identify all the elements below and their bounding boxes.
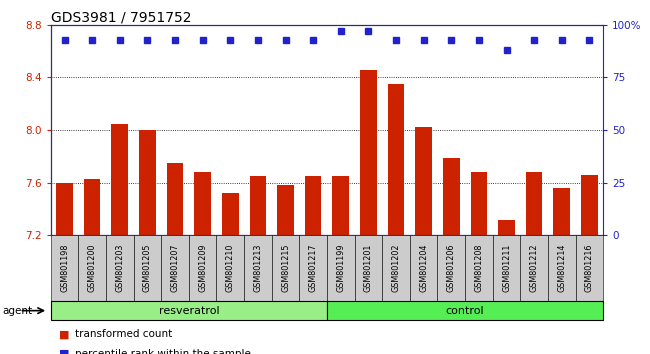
Text: GSM801209: GSM801209 [198, 244, 207, 292]
Text: GSM801208: GSM801208 [474, 244, 484, 292]
Text: GSM801215: GSM801215 [281, 244, 290, 292]
Bar [166, 163, 183, 354]
Text: GSM801205: GSM801205 [143, 244, 152, 292]
Text: GSM801201: GSM801201 [364, 244, 373, 292]
Text: resveratrol: resveratrol [159, 306, 219, 316]
Bar [57, 183, 73, 354]
Text: GSM801202: GSM801202 [391, 244, 400, 292]
Bar [498, 219, 515, 354]
Text: transformed count: transformed count [75, 329, 172, 339]
Text: control: control [446, 306, 484, 316]
Bar [222, 193, 239, 354]
Text: GSM801204: GSM801204 [419, 244, 428, 292]
Text: GSM801216: GSM801216 [585, 244, 594, 292]
Text: GSM801217: GSM801217 [309, 244, 318, 292]
Text: GSM801211: GSM801211 [502, 244, 511, 292]
Bar [443, 158, 460, 354]
Text: GSM801214: GSM801214 [557, 244, 566, 292]
Bar [553, 188, 570, 354]
Bar [250, 176, 266, 354]
Text: agent: agent [3, 306, 32, 316]
Text: GSM801207: GSM801207 [170, 244, 179, 292]
Text: GSM801206: GSM801206 [447, 244, 456, 292]
Text: ■: ■ [58, 329, 69, 339]
Bar [471, 172, 487, 354]
Text: GSM801210: GSM801210 [226, 244, 235, 292]
Bar [526, 172, 542, 354]
Text: GSM801198: GSM801198 [60, 244, 69, 292]
Text: ■: ■ [58, 349, 69, 354]
Text: percentile rank within the sample: percentile rank within the sample [75, 349, 251, 354]
Bar [581, 175, 598, 354]
Bar [277, 185, 294, 354]
Text: GSM801213: GSM801213 [254, 244, 263, 292]
Bar [305, 176, 321, 354]
Bar [360, 69, 376, 354]
Text: GDS3981 / 7951752: GDS3981 / 7951752 [51, 11, 191, 25]
Bar [112, 124, 128, 354]
Text: GSM801199: GSM801199 [336, 244, 345, 292]
Bar [194, 172, 211, 354]
Text: GSM801200: GSM801200 [88, 244, 97, 292]
Bar [415, 127, 432, 354]
Text: GSM801203: GSM801203 [115, 244, 124, 292]
Bar [387, 84, 404, 354]
Bar [332, 176, 349, 354]
Text: GSM801212: GSM801212 [530, 244, 539, 292]
Bar [139, 130, 155, 354]
Bar [84, 179, 100, 354]
